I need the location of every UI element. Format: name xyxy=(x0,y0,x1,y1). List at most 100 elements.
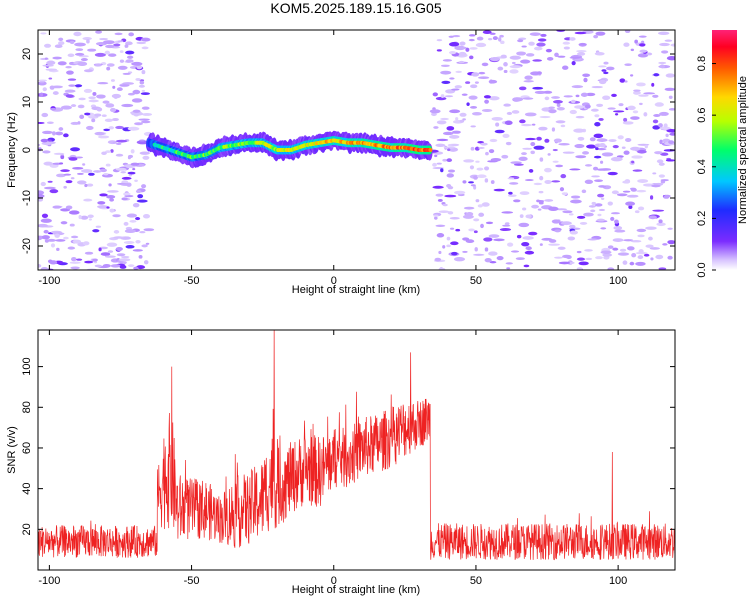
spectrogram-noise-blob xyxy=(465,47,470,52)
spectrogram-noise-blob xyxy=(507,177,515,180)
spectrogram-noise-blob xyxy=(120,183,130,186)
spectrogram-noise-blob xyxy=(509,182,519,185)
spectrogram-noise-blob xyxy=(105,44,115,49)
spectrogram-noise-blob xyxy=(58,127,64,131)
spectrogram-noise-blob xyxy=(475,160,480,163)
spectrogram-noise-blob xyxy=(434,257,442,262)
spectrogram-noise-blob xyxy=(551,127,556,132)
spectrogram-noise-blob xyxy=(525,137,537,141)
spectrogram-noise-blob xyxy=(80,57,88,62)
spectrogram-noise-blob xyxy=(652,119,659,124)
spectrogram-noise-blob xyxy=(475,42,487,48)
spectrogram-noise-blob xyxy=(644,144,648,149)
spectrogram-noise-blob xyxy=(488,79,498,84)
spectrogram-noise-blob xyxy=(621,146,626,149)
spectrogram-noise-blob xyxy=(42,130,53,135)
spectrogram-noise-blob xyxy=(569,168,581,171)
spectrogram-noise-blob xyxy=(436,233,445,238)
spectrogram-noise-blob xyxy=(38,79,48,82)
spectrogram-noise-blob xyxy=(43,186,56,190)
spectrogram-noise-blob xyxy=(547,153,551,156)
spectrogram-noise-blob xyxy=(40,181,46,187)
spectrogram-noise-blob xyxy=(508,191,513,195)
spectrogram-x-tick-label: -100 xyxy=(38,275,60,287)
snr-x-tick-label: -50 xyxy=(184,575,200,587)
spectrogram-noise-blob xyxy=(449,227,455,230)
spectrogram-noise-blob xyxy=(473,175,478,180)
spectrogram-noise-blob xyxy=(578,261,589,266)
spectrogram-noise-blob xyxy=(630,48,635,52)
spectrogram-noise-blob xyxy=(469,47,478,50)
spectrogram-noise-blob xyxy=(574,31,587,35)
spectrogram-noise-blob xyxy=(95,225,102,228)
spectrogram-noise-blob xyxy=(123,241,135,244)
spectrogram-noise-blob xyxy=(447,169,456,173)
spectrogram-noise-blob xyxy=(53,152,65,155)
spectrogram-noise-blob xyxy=(645,226,657,230)
spectrogram-noise-blob xyxy=(645,244,654,248)
spectrogram-noise-blob xyxy=(449,109,461,114)
spectrogram-noise-blob xyxy=(533,46,543,51)
spectrogram-noise-blob xyxy=(38,236,43,241)
spectrogram-noise-blob xyxy=(612,145,619,149)
spectrogram-noise-blob xyxy=(654,151,663,155)
spectrogram-noise-blob xyxy=(612,238,624,242)
spectrogram-noise-blob xyxy=(117,40,124,43)
spectrogram-noise-blob xyxy=(448,35,455,38)
spectrogram-noise-blob xyxy=(500,54,507,59)
spectrogram-noise-blob xyxy=(603,61,609,65)
spectrogram-noise-blob xyxy=(554,256,564,259)
spectrogram-noise-blob xyxy=(454,45,466,51)
spectrogram-noise-blob xyxy=(493,238,505,242)
spectrogram-noise-blob xyxy=(448,42,460,47)
spectrogram-noise-blob xyxy=(607,267,615,270)
spectrogram-noise-blob xyxy=(127,92,135,96)
spectrogram-noise-blob xyxy=(76,180,87,185)
spectrogram-noise-blob xyxy=(551,96,560,99)
spectrogram-noise-blob xyxy=(622,190,631,193)
spectrogram-noise-blob xyxy=(47,180,53,183)
spectrogram-noise-blob xyxy=(115,142,122,146)
spectrogram-x-tick-label: 100 xyxy=(609,275,627,287)
spectrogram-noise-blob xyxy=(56,173,66,178)
spectrogram-noise-blob xyxy=(120,255,130,259)
spectrogram-noise-blob xyxy=(119,84,130,87)
spectrogram-noise-blob xyxy=(442,158,448,162)
spectrogram-noise-blob xyxy=(558,142,570,146)
spectrogram-noise-blob xyxy=(132,168,136,171)
spectrogram-noise-blob xyxy=(101,151,107,155)
spectrogram-noise-blob xyxy=(494,129,505,134)
spectrogram-noise-blob xyxy=(534,90,547,95)
spectrogram-noise-blob xyxy=(121,197,128,201)
spectrogram-noise-blob xyxy=(469,165,475,170)
spectrogram-noise-blob xyxy=(595,31,606,36)
spectrogram-noise-blob xyxy=(551,219,561,224)
spectrogram-noise-blob xyxy=(65,205,73,210)
spectrogram-noise-blob xyxy=(548,106,555,109)
spectrogram-noise-blob xyxy=(546,56,554,61)
spectrogram-noise-blob xyxy=(468,228,475,232)
spectrogram-noise-blob xyxy=(88,218,92,221)
spectrogram-noise-blob xyxy=(465,81,471,84)
spectrogram-noise-blob xyxy=(600,250,612,255)
spectrogram-noise-blob xyxy=(520,123,533,127)
spectrogram-noise-blob xyxy=(594,114,600,118)
spectrogram-noise-blob xyxy=(610,212,621,215)
spectrogram-noise-blob xyxy=(115,167,127,171)
spectrogram-noise-blob xyxy=(438,210,450,214)
spectrogram-noise-blob xyxy=(599,142,606,148)
spectrogram-noise-blob xyxy=(468,38,475,42)
spectrogram-noise-blob xyxy=(110,149,114,153)
spectrogram-noise-blob xyxy=(45,68,58,71)
spectrogram-noise-blob xyxy=(626,194,639,198)
spectrogram-noise-blob xyxy=(593,133,604,139)
spectrogram-noise-blob xyxy=(657,31,670,35)
spectrogram-noise-blob xyxy=(484,99,489,104)
spectrogram-noise-blob xyxy=(466,102,470,106)
spectrogram-noise-blob xyxy=(539,115,551,119)
spectrogram-noise-blob xyxy=(524,179,534,182)
spectrogram-noise-blob xyxy=(528,231,538,236)
spectrogram-noise-blob xyxy=(97,82,109,85)
spectrogram-noise-blob xyxy=(135,240,141,244)
spectrogram-noise-blob xyxy=(613,225,623,230)
